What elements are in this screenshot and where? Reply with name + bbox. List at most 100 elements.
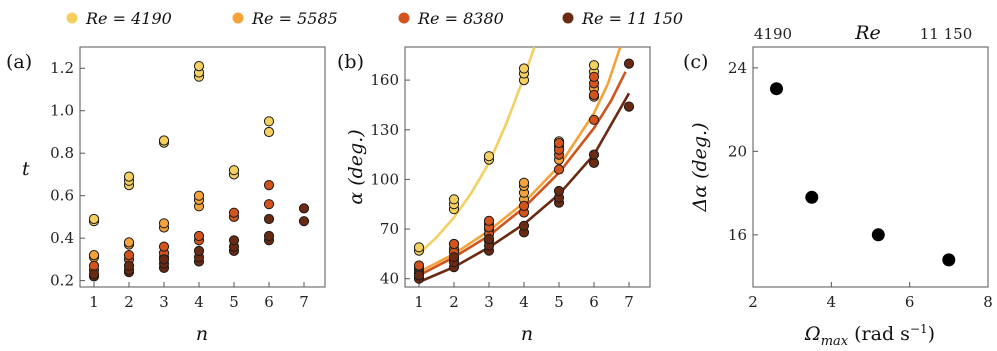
panel-c-toplabel: Re <box>854 22 881 44</box>
panel-a-point-s3-17 <box>298 216 310 227</box>
panel-a-ytick-label-4: 1.0 <box>50 102 74 120</box>
panel-b-point-s3-16 <box>623 58 635 69</box>
panel-b-xtick-label-6: 7 <box>624 293 634 311</box>
svg-text:Re = 4190: Re = 4190 <box>85 9 172 28</box>
svg-text:Re = 5585: Re = 5585 <box>251 9 338 28</box>
legend-item-3: Re = 11 150 <box>562 9 683 28</box>
panel-a-point-s1-1 <box>88 250 100 261</box>
panel-b-point-s2-10 <box>518 200 530 211</box>
panel-b-point-s3-7 <box>483 233 495 245</box>
legend-marker-1 <box>232 12 244 24</box>
panel-b-fit-line-2 <box>418 71 627 277</box>
panel-a-xlabel: n <box>196 323 208 345</box>
legend-label-3: Re = 11 150 <box>581 9 683 28</box>
panel-b-xtick-label-4: 5 <box>554 293 564 311</box>
panel-a-point-s3-1 <box>88 269 100 280</box>
panel-a-point-s2-11 <box>228 207 240 218</box>
panel-a-xtick-label-5: 6 <box>264 293 274 311</box>
panel-a-point-s2-1 <box>88 260 100 271</box>
panel-a-point-s2-9 <box>193 230 205 242</box>
panel-b-ytick-label-4: 160 <box>370 71 399 89</box>
panel-a-point-s1-5 <box>158 218 170 229</box>
panel-c-ylabel: Δα (deg.) <box>689 122 711 212</box>
panel-c-ytick-label-1: 20 <box>728 142 747 160</box>
panel-c-frame <box>752 46 989 288</box>
legend: Re = 4190 Re = 5585 Re = 8380 Re = 11 15… <box>66 9 683 28</box>
panel-b-point-s0-4 <box>448 194 460 205</box>
panel-a-point-s0-12 <box>263 126 275 138</box>
panel-a-point-s0-13 <box>263 116 275 127</box>
legend-item-1: Re = 5585 <box>232 9 338 28</box>
panel-b-xtick-label-1: 2 <box>449 293 459 311</box>
panel-b-ytick-label-1: 70 <box>380 220 399 238</box>
legend-marker-2 <box>398 12 410 24</box>
panel-b-fit-line-1 <box>418 47 622 274</box>
panel-b-plot: 1 2 3 4 5 6 7 40 70 100 130 160 <box>370 47 635 311</box>
panel-a-point-s3-18 <box>298 203 310 214</box>
panel-b-point-s0-1 <box>413 242 425 253</box>
panel-b-label: (b) <box>337 51 364 73</box>
panel-b-point-s3-1 <box>413 270 425 281</box>
legend-item-2: Re = 8380 <box>398 9 504 28</box>
panel-b-point-s3-4 <box>448 252 460 263</box>
panel-c-xtick-label-0: 2 <box>748 293 758 311</box>
panel-a-point-s1-3 <box>123 237 135 248</box>
panel-c-label: (c) <box>683 51 708 73</box>
panel-a-ytick-label-0: 0.2 <box>50 272 74 290</box>
panel-b-fit-line-0 <box>418 47 536 255</box>
panel-b-point-s2-8 <box>483 215 495 226</box>
panel-a-xtick-label-2: 3 <box>159 293 169 311</box>
panel-c-ytick-label-2: 24 <box>728 59 747 77</box>
panel-b-xlabel: n <box>521 323 533 345</box>
panel-b-xtick-label-0: 1 <box>414 293 424 311</box>
panel-a-point-s0-6 <box>158 135 170 146</box>
panel-a-point-s2-7 <box>158 241 170 252</box>
panel-b-ylabel: α (deg.) <box>345 129 367 204</box>
panel-a-point-s2-4 <box>123 250 135 261</box>
panel-a-xtick-label-1: 2 <box>124 293 134 311</box>
panel-a-point-s2-12 <box>263 199 275 210</box>
panel-a-label: (a) <box>6 51 32 73</box>
panel-b-point-s3-12 <box>553 185 565 197</box>
panel-c-ytick-label-0: 16 <box>728 226 747 244</box>
panel-a-point-s0-1 <box>88 213 100 225</box>
legend-marker-3 <box>562 12 574 24</box>
panel-b-ytick-label-3: 130 <box>370 121 399 139</box>
panel-a-point-s3-10 <box>193 245 205 256</box>
panel-a-point-s3-16 <box>263 213 275 225</box>
panel-b-ytick-label-0: 40 <box>380 270 399 288</box>
panel-c-xtick-label-2: 6 <box>905 293 915 311</box>
panel-a-point-s0-11 <box>228 165 240 176</box>
panel-b-point-s2-4 <box>448 238 460 250</box>
panel-b-xtick-label-2: 3 <box>484 293 494 311</box>
panel-a-point-s3-4 <box>123 260 135 271</box>
panel-a-xtick-label-3: 4 <box>194 293 204 311</box>
panel-a-point-s0-9 <box>193 61 205 72</box>
panel-c-point-s0-2 <box>871 228 885 242</box>
panel-b-point-s0-13 <box>588 60 600 71</box>
panel-b-xtick-label-3: 4 <box>519 293 529 311</box>
panel-b-point-s2-15 <box>588 114 600 125</box>
panel-b-point-s2-11 <box>553 164 565 175</box>
panel-a-xtick-label-6: 7 <box>299 293 309 311</box>
panel-a-frame <box>79 46 326 288</box>
panel-b-point-s2-1 <box>413 260 425 271</box>
legend-label-1: Re = 5585 <box>251 9 338 28</box>
panel-b-ytick-label-2: 100 <box>370 170 399 188</box>
panel-a-point-s3-13 <box>228 235 240 246</box>
panel-a-point-s3-15 <box>263 230 275 242</box>
panel-a-ytick-label-1: 0.4 <box>50 229 74 247</box>
panel-b-frame <box>404 46 651 288</box>
panel-b-point-s1-9 <box>518 177 530 188</box>
panel-c-top-tick-0: 4190 <box>754 25 792 43</box>
panel-b-point-s0-6 <box>483 151 495 162</box>
legend-item-0: Re = 4190 <box>66 9 172 28</box>
panel-c-top-tick-1: 11 150 <box>920 25 973 43</box>
panel-a-point-s2-13 <box>263 180 275 191</box>
panel-a-xtick-label-4: 5 <box>229 293 239 311</box>
svg-text:Re = 11 150: Re = 11 150 <box>581 9 683 28</box>
panel-b-point-s2-18 <box>588 71 600 82</box>
panel-a-ylabel: t <box>22 158 30 180</box>
panel-c-xtick-label-1: 4 <box>827 293 837 311</box>
